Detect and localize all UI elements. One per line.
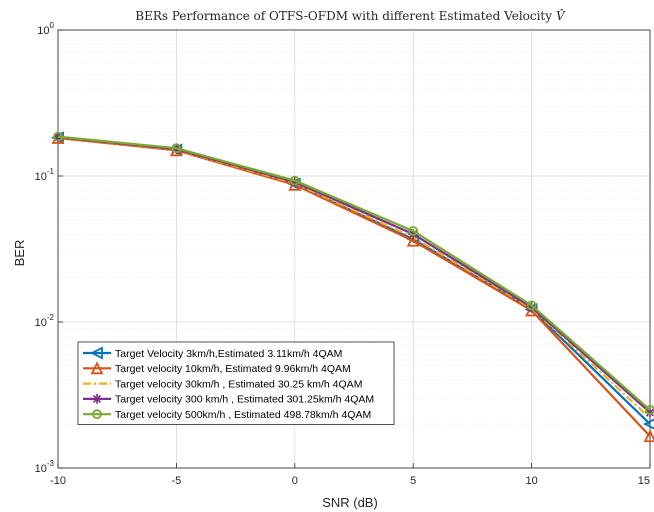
- data-marker: [645, 405, 654, 415]
- legend-entry-label: Target Velocity 3km/h,Estimated 3.11km/h…: [115, 348, 342, 360]
- series-line: [57, 135, 651, 411]
- data-marker: [526, 300, 537, 311]
- data-marker: [92, 393, 102, 404]
- chart-title: BERs Performance of OTFS-OFDM with diffe…: [135, 8, 566, 23]
- x-tick-label: -5: [172, 475, 182, 487]
- legend-entry-label: Target velocity 10km/h, Estimated 9.96km…: [115, 363, 351, 375]
- x-tick-label: 5: [410, 475, 416, 487]
- y-tick-label: 10-3: [35, 459, 55, 475]
- series-group: [53, 131, 654, 415]
- axes-frame: [57, 29, 651, 469]
- y-axis-label: BER: [12, 240, 27, 267]
- y-tick-label: 100: [37, 21, 54, 37]
- data-marker: [171, 143, 182, 154]
- data-marker: [53, 131, 63, 142]
- x-axis-label: SNR (dB): [322, 495, 378, 510]
- data-marker: [90, 361, 104, 375]
- data-marker: [645, 407, 654, 418]
- data-marker: [92, 409, 102, 420]
- legend-entry-label: Target velocity 500km/h , Estimated 498.…: [115, 409, 371, 421]
- x-tick-label: 10: [525, 475, 537, 487]
- data-marker: [408, 229, 419, 240]
- data-marker: [406, 233, 420, 247]
- data-marker: [89, 346, 103, 360]
- chart-title-symbol: V̂: [556, 8, 566, 23]
- y-tick-label: 10-1: [35, 167, 55, 183]
- x-tick-label: 15: [638, 475, 650, 487]
- data-marker: [408, 226, 419, 236]
- legend-entry-label: Target velocity 300 km/h , Estimated 301…: [115, 394, 374, 406]
- data-marker: [526, 302, 537, 313]
- x-tick-label: -10: [50, 475, 66, 487]
- data-marker: [642, 418, 654, 430]
- legend-entry-label: Target velocity 30km/h , Estimated 30.25…: [115, 378, 362, 390]
- legend: Target Velocity 3km/h,Estimated 3.11km/h…: [77, 341, 395, 425]
- data-marker: [289, 175, 300, 186]
- legend-box: [77, 341, 395, 425]
- y-tick-label: 10-2: [35, 313, 55, 329]
- data-marker: [289, 176, 300, 187]
- data-marker: [643, 429, 654, 443]
- x-tick-label: 0: [292, 475, 298, 487]
